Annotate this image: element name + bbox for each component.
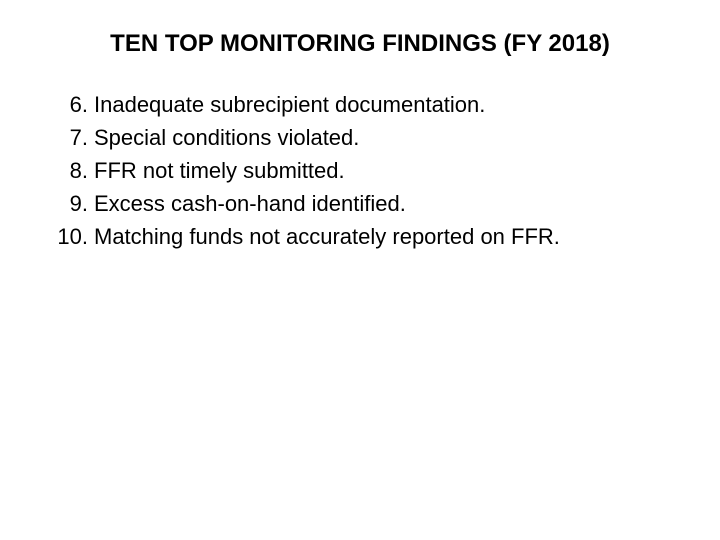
page-title: TEN TOP MONITORING FINDINGS (FY 2018) — [60, 30, 660, 58]
item-text: Excess cash-on-hand identified. — [94, 187, 680, 220]
item-text: Matching funds not accurately reported o… — [94, 220, 680, 253]
item-number: 8. — [50, 154, 88, 187]
list-item: 10. Matching funds not accurately report… — [50, 220, 680, 253]
item-text: Special conditions violated. — [94, 121, 680, 154]
findings-list: 6. Inadequate subrecipient documentation… — [20, 88, 700, 253]
list-item: 6. Inadequate subrecipient documentation… — [50, 88, 680, 121]
item-number: 7. — [50, 121, 88, 154]
item-number: 6. — [50, 88, 88, 121]
list-item: 7. Special conditions violated. — [50, 121, 680, 154]
list-item: 8. FFR not timely submitted. — [50, 154, 680, 187]
item-text: Inadequate subrecipient documentation. — [94, 88, 680, 121]
list-item: 9. Excess cash-on-hand identified. — [50, 187, 680, 220]
item-text: FFR not timely submitted. — [94, 154, 680, 187]
item-number: 10. — [50, 220, 88, 253]
item-number: 9. — [50, 187, 88, 220]
